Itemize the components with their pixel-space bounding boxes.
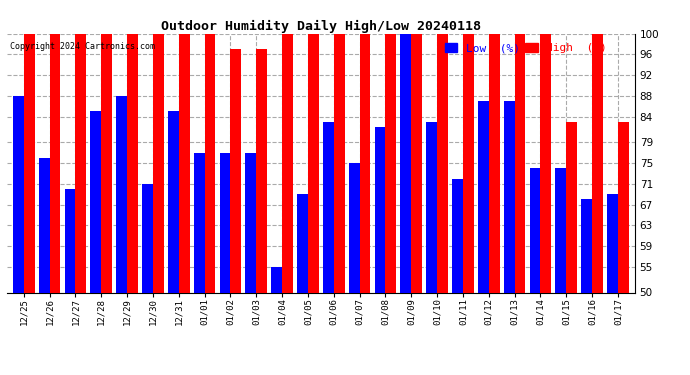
Bar <box>297 194 308 292</box>
Bar <box>618 122 629 292</box>
Bar <box>230 49 241 292</box>
Bar <box>204 34 215 292</box>
Bar <box>504 101 515 292</box>
Text: Copyright 2024 Cartronics.com: Copyright 2024 Cartronics.com <box>10 42 155 51</box>
Bar <box>592 34 603 292</box>
Bar <box>555 168 566 292</box>
Bar <box>359 34 371 292</box>
Bar <box>515 34 526 292</box>
Bar <box>437 34 448 292</box>
Bar <box>179 34 190 292</box>
Bar <box>116 96 127 292</box>
Bar <box>426 122 437 292</box>
Bar <box>246 153 256 292</box>
Bar <box>39 158 50 292</box>
Bar <box>607 194 618 292</box>
Bar <box>348 163 359 292</box>
Bar <box>13 96 23 292</box>
Bar <box>50 34 61 292</box>
Bar <box>101 34 112 292</box>
Bar <box>478 101 489 292</box>
Bar <box>489 34 500 292</box>
Bar <box>452 178 463 292</box>
Bar <box>65 189 75 292</box>
Bar <box>581 200 592 292</box>
Bar <box>168 111 179 292</box>
Bar <box>566 122 577 292</box>
Bar <box>256 49 267 292</box>
Bar <box>90 111 101 292</box>
Bar <box>308 34 319 292</box>
Legend: Low  (%), High  (%): Low (%), High (%) <box>441 39 611 57</box>
Bar <box>334 34 344 292</box>
Bar <box>75 34 86 292</box>
Bar <box>323 122 334 292</box>
Title: Outdoor Humidity Daily High/Low 20240118: Outdoor Humidity Daily High/Low 20240118 <box>161 20 481 33</box>
Bar <box>400 34 411 292</box>
Bar <box>23 34 34 292</box>
Bar <box>375 127 386 292</box>
Bar <box>153 34 164 292</box>
Bar <box>127 34 138 292</box>
Bar <box>271 267 282 292</box>
Bar <box>540 34 551 292</box>
Bar <box>386 34 396 292</box>
Bar <box>411 34 422 292</box>
Bar <box>142 184 153 292</box>
Bar <box>530 168 540 292</box>
Bar <box>219 153 230 292</box>
Bar <box>463 34 474 292</box>
Bar <box>282 34 293 292</box>
Bar <box>194 153 204 292</box>
